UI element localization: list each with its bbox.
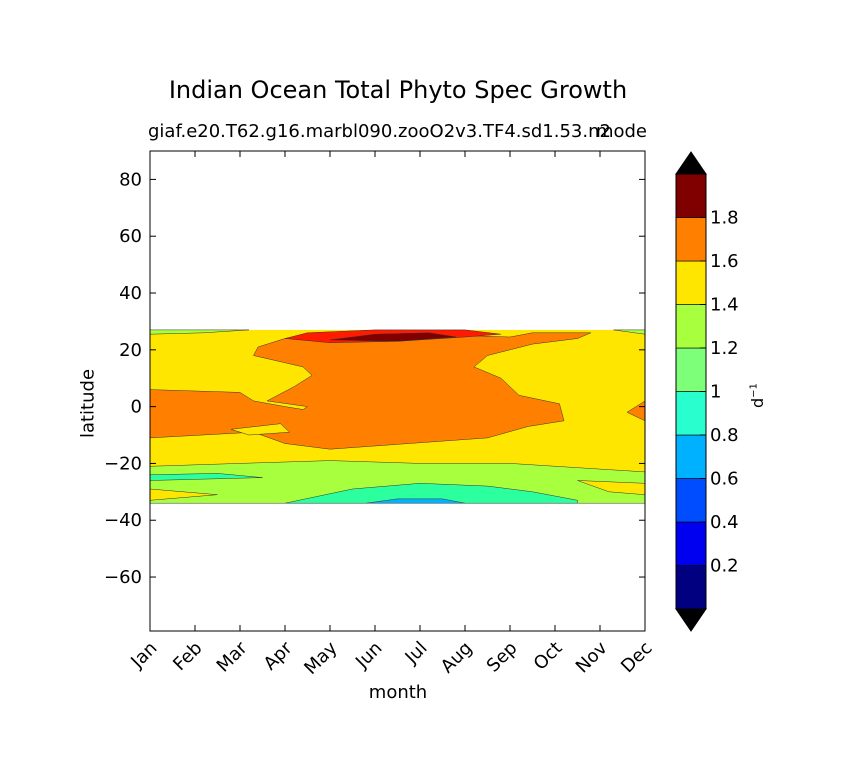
region-darkred-peak: [329, 332, 457, 342]
colorbar-extend-max: [675, 151, 707, 175]
colorbar-label: d−1: [748, 383, 767, 408]
colorbar-segment: [675, 434, 707, 479]
x-tick-label: Jul: [401, 638, 432, 669]
y-tick-label: −20: [104, 453, 142, 474]
colorbar-segment: [675, 173, 707, 218]
x-tick-label: Nov: [572, 637, 612, 677]
region-yellow-inlet: [230, 423, 291, 436]
colorbar-tick-label: 0.8: [710, 425, 739, 446]
colorbar-tick-label: 0.4: [710, 512, 739, 533]
colorbar: 0.2 0.4 0.6 0.8 1 1.2 1.4 1.6 1.8: [675, 151, 739, 632]
colorbar-segment: [675, 391, 707, 436]
region-blue-south: [365, 498, 466, 504]
y-tick-label: −40: [104, 510, 142, 531]
chart-subtitle-mode: mode: [595, 121, 647, 142]
colorbar-extend-min: [675, 608, 707, 632]
x-tick-label: Dec: [617, 638, 656, 677]
x-tick-label: Oct: [530, 638, 567, 675]
x-axis-label: month: [368, 682, 428, 703]
x-tick-label: Jan: [126, 638, 161, 673]
x-tick-label: Apr: [260, 637, 297, 674]
x-tick-label: Jun: [351, 638, 386, 673]
chart-subtitle-case: giaf.e20.T62.g16.marbl090.zooO2v3.TF4.sd…: [148, 121, 611, 142]
region-cyan-south: [284, 483, 578, 504]
y-tick-label: 40: [119, 283, 142, 304]
colorbar-tick-label: 1.6: [710, 251, 739, 272]
colorbar-segment: [675, 521, 707, 566]
y-tick-label: 0: [131, 397, 142, 418]
y-tick-label: 60: [119, 226, 142, 247]
colorbar-segment: [675, 260, 707, 305]
x-tick-label: Mar: [213, 637, 252, 676]
colorbar-segment: [675, 478, 707, 523]
colorbar-segment: [675, 565, 707, 610]
y-tick-label: −60: [104, 567, 142, 588]
colorbar-tick-label: 1.4: [710, 295, 739, 316]
x-tick-label: Aug: [437, 638, 477, 678]
chart-title: Indian Ocean Total Phyto Spec Growth: [168, 76, 628, 104]
colorbar-tick-label: 1.8: [710, 208, 739, 229]
y-tick-label: 20: [119, 340, 142, 361]
colorbar-segment: [675, 217, 707, 262]
colorbar-tick-label: 1.2: [710, 338, 739, 359]
colorbar-tick-label: 0.2: [710, 556, 739, 577]
region-orange-core: [149, 332, 592, 450]
colorbar-segment: [675, 304, 707, 349]
x-tick-label: Feb: [169, 638, 206, 675]
plot-frame: [149, 150, 646, 632]
x-tick-label: May: [300, 637, 341, 678]
colorbar-tick-label: 1: [710, 382, 721, 403]
colorbar-unit-exponent: −1: [748, 383, 760, 398]
colorbar-segment: [675, 347, 707, 392]
contour-fields: [149, 329, 646, 504]
x-tick-label: Sep: [483, 638, 522, 677]
y-tick-label: 80: [119, 169, 142, 190]
colorbar-unit: d: [748, 397, 767, 408]
colorbar-tick-label: 0.6: [710, 469, 739, 490]
